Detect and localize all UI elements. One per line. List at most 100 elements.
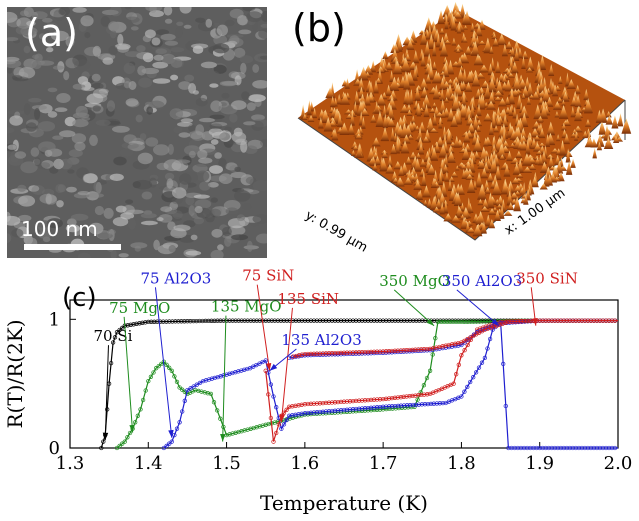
data-point xyxy=(350,407,356,412)
data-point xyxy=(148,374,154,379)
data-point xyxy=(506,319,511,325)
series-5 xyxy=(290,318,618,359)
data-point xyxy=(395,348,400,353)
data-point xyxy=(401,348,406,353)
data-point xyxy=(293,403,298,408)
data-point xyxy=(552,445,557,451)
series-line xyxy=(100,320,618,449)
micrograph-panel-a: (a) 100 nm xyxy=(7,7,267,258)
data-point xyxy=(483,319,488,324)
data-point xyxy=(488,325,493,330)
data-point xyxy=(279,426,284,431)
data-point xyxy=(597,318,603,323)
data-point xyxy=(386,349,392,354)
data-point xyxy=(197,380,203,386)
data-point xyxy=(392,395,398,400)
data-point xyxy=(594,445,600,451)
data-point xyxy=(389,404,395,409)
data-point xyxy=(110,340,116,345)
data-point xyxy=(317,401,323,406)
data-point xyxy=(431,401,436,406)
chart-frame xyxy=(69,299,619,449)
data-point xyxy=(143,388,148,393)
data-point xyxy=(393,318,398,323)
annotation: 350 MgO xyxy=(379,272,450,327)
data-point xyxy=(117,327,122,333)
data-point xyxy=(419,402,425,407)
data-point xyxy=(462,389,467,394)
data-point xyxy=(413,347,418,352)
data-point xyxy=(479,360,485,365)
data-point xyxy=(416,393,421,398)
data-point xyxy=(546,318,551,323)
data-point xyxy=(161,445,167,451)
data-point xyxy=(275,318,280,323)
data-point xyxy=(407,403,413,408)
data-point xyxy=(405,318,410,323)
annotation-arrow xyxy=(123,316,134,433)
data-point xyxy=(515,445,520,451)
data-point xyxy=(525,318,530,324)
data-point xyxy=(398,403,404,408)
data-point xyxy=(515,319,520,324)
data-point xyxy=(414,318,419,323)
annotation-arrowhead xyxy=(168,429,174,438)
data-point xyxy=(194,382,199,387)
data-point xyxy=(419,392,424,398)
data-point xyxy=(540,318,545,323)
data-point xyxy=(138,407,143,412)
data-point xyxy=(323,351,329,356)
data-point xyxy=(152,319,157,324)
data-point xyxy=(407,347,412,353)
data-point xyxy=(353,398,359,404)
data-point xyxy=(579,318,585,323)
data-point xyxy=(164,443,169,449)
data-point xyxy=(317,351,323,356)
data-point xyxy=(410,402,416,408)
data-point xyxy=(188,319,193,324)
data-point xyxy=(546,445,551,451)
annotation: 135 MgO xyxy=(211,298,282,442)
data-point xyxy=(377,349,383,354)
data-point xyxy=(314,401,320,406)
data-point xyxy=(368,397,374,403)
data-point xyxy=(170,319,175,324)
data-point xyxy=(485,326,490,331)
data-point xyxy=(561,318,566,323)
data-point xyxy=(531,445,536,451)
data-point xyxy=(332,318,338,323)
data-point xyxy=(120,441,125,446)
data-point xyxy=(471,319,476,324)
data-point xyxy=(456,319,461,325)
data-point xyxy=(582,318,588,323)
data-point xyxy=(146,319,151,325)
data-point xyxy=(218,374,223,379)
data-point xyxy=(451,381,456,386)
data-point xyxy=(233,318,238,323)
data-point xyxy=(386,396,392,401)
data-point xyxy=(380,396,386,402)
data-point xyxy=(459,394,464,399)
annotation-arrowhead xyxy=(532,317,538,326)
data-point xyxy=(344,399,350,404)
data-point xyxy=(269,318,274,323)
data-point xyxy=(172,374,177,379)
data-point xyxy=(276,422,281,427)
data-point xyxy=(338,399,344,405)
resistance-chart: (c) 1.3 1.4 1.5 1.6 1.7 1.8 1.9 2.0 0 1 Temperature… xyxy=(3,267,632,515)
data-point xyxy=(205,391,210,396)
data-point xyxy=(131,322,136,327)
data-point xyxy=(164,362,169,367)
series-line xyxy=(163,320,618,449)
data-point xyxy=(521,445,527,451)
data-point xyxy=(308,401,314,406)
data-point xyxy=(230,431,235,436)
data-point xyxy=(359,318,365,323)
data-point xyxy=(423,318,428,323)
panel-a-label: (a) xyxy=(25,11,78,55)
data-point xyxy=(112,335,118,340)
data-point xyxy=(248,318,253,323)
data-point xyxy=(576,318,582,323)
data-point xyxy=(211,400,217,405)
data-point xyxy=(308,410,314,415)
